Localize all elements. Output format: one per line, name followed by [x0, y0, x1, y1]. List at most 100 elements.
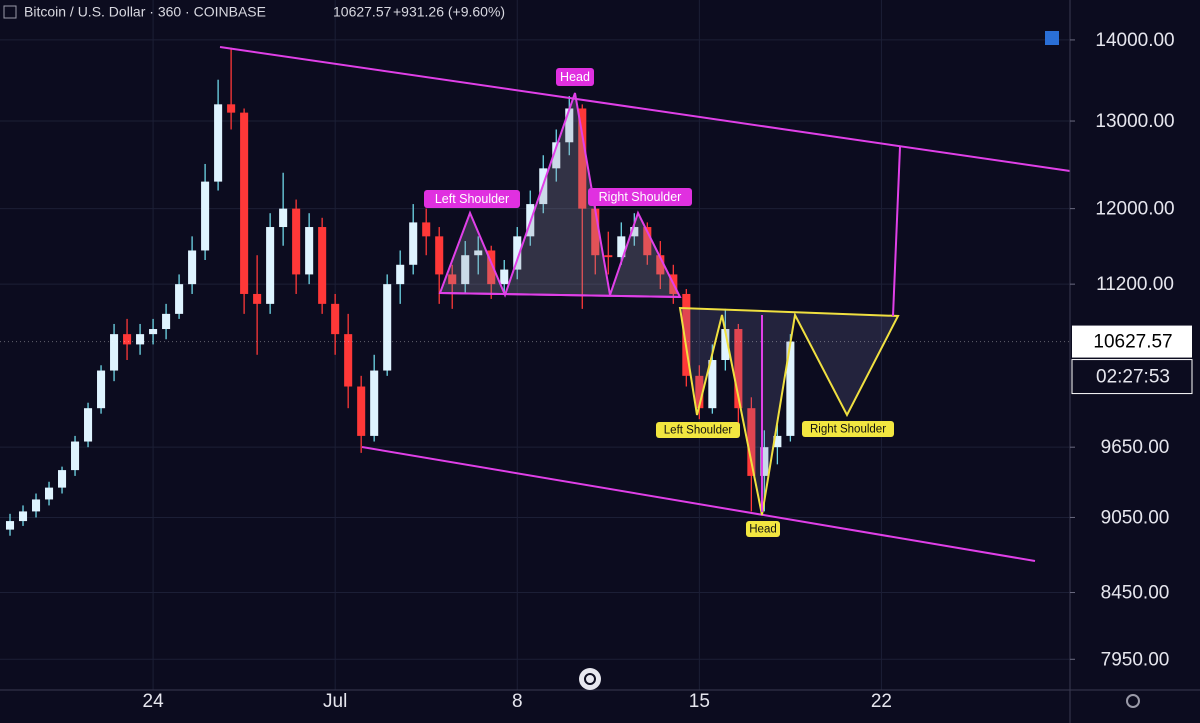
candle-body: [45, 487, 54, 500]
annotation: Head: [560, 70, 590, 84]
candle-body: [630, 227, 639, 237]
label-box: [424, 190, 520, 208]
candle-body: [162, 313, 171, 330]
x-tick-label: Jul: [323, 691, 347, 712]
x-tick-label: 15: [689, 691, 710, 712]
candle-body: [513, 236, 522, 270]
y-tick-label: 9650.00: [1101, 437, 1170, 458]
candle-body: [448, 274, 457, 285]
y-axis: 14000.00 13000.00 12000.00 11200.00 9650.00 9…: [0, 30, 1193, 670]
candle-body: [643, 227, 652, 256]
y-tick-label: 9050.00: [1101, 507, 1170, 528]
label-box: [588, 188, 692, 206]
y-tick-label: 14000.00: [1095, 30, 1174, 51]
hs-neckline: [439, 292, 681, 298]
candle-body: [175, 284, 184, 314]
y-tick-label: 11200.00: [1096, 274, 1174, 295]
drawings: [219, 46, 1071, 562]
label-box: [802, 421, 894, 437]
scale-button[interactable]: [1045, 31, 1059, 45]
ihs-pattern: [678, 306, 900, 516]
candle-body: [500, 269, 509, 285]
candle-body: [487, 250, 496, 285]
candle-body: [266, 227, 275, 304]
candles: [5, 47, 795, 536]
candle-body: [370, 370, 379, 436]
candle-body: [773, 435, 782, 448]
replay-button[interactable]: [579, 668, 601, 690]
annotation: Left Shoulder: [664, 425, 733, 437]
candle-body: [695, 375, 704, 409]
channel-top: [219, 46, 1071, 172]
candle-body: [318, 227, 327, 304]
candle-body: [734, 329, 743, 409]
x-tick-label: 24: [143, 691, 165, 712]
candle-body: [292, 208, 301, 275]
annotation: Right Shoulder: [810, 424, 886, 436]
candle-body: [604, 255, 613, 258]
candle-body: [617, 236, 626, 258]
header-change: +931.26 (+9.60%): [393, 4, 505, 20]
candle-body: [786, 341, 795, 436]
y-tick-label: 8450.00: [1101, 583, 1170, 604]
candle-body: [84, 408, 93, 442]
x-axis: 24 Jul 8 15 22: [143, 691, 892, 712]
x-tick-label: 8: [512, 691, 523, 712]
candle-body: [396, 264, 405, 285]
candle-body: [31, 499, 41, 512]
candle-body: [97, 370, 106, 409]
candle-body: [240, 112, 249, 294]
target-projection: [892, 146, 901, 317]
header: Bitcoin / U.S. Dollar · 360 · COINBASE 1…: [3, 4, 505, 20]
candle-body: [5, 521, 15, 530]
candle-body: [409, 222, 418, 265]
candle-body: [656, 255, 665, 275]
header-price: 10627.57: [333, 4, 392, 20]
candle-body: [331, 303, 340, 335]
candle-body: [149, 329, 158, 335]
candle-body: [435, 236, 444, 275]
candle-body: [253, 293, 262, 304]
label-box: [746, 521, 780, 537]
candle-body: [461, 255, 470, 285]
last-price-box: [1072, 325, 1192, 358]
x-tick-label: 22: [871, 691, 892, 712]
candle-body: [552, 142, 561, 169]
label-box: [656, 422, 740, 438]
grid: [0, 0, 1070, 690]
y-tick-label: 7950.00: [1101, 649, 1170, 670]
candle-body: [305, 227, 314, 275]
settings-button[interactable]: [1126, 694, 1140, 708]
annotation: Head: [749, 524, 777, 536]
candle-body: [591, 208, 600, 256]
candle-body: [682, 293, 691, 376]
annotation: Left Shoulder: [435, 192, 509, 206]
candle-body: [71, 441, 80, 471]
y-tick-label: 12000.00: [1095, 199, 1174, 220]
candle-body: [383, 284, 392, 371]
candle-body: [201, 181, 210, 251]
candle-body: [565, 108, 574, 143]
y-tick-label: 13000.00: [1095, 111, 1174, 132]
candle-body: [422, 222, 431, 237]
symbol-title: Bitcoin / U.S. Dollar · 360 · COINBASE: [24, 4, 266, 20]
candle-body: [18, 511, 28, 522]
candle-body: [279, 208, 288, 228]
candle-body: [110, 334, 119, 371]
countdown-box: [1071, 359, 1193, 395]
candle-body: [344, 334, 353, 387]
channel-bottom: [361, 446, 1036, 562]
candle-body: [123, 334, 132, 345]
candle-body: [474, 250, 483, 256]
candle-body: [227, 104, 236, 113]
annotation-labels: Left Shoulder Head Right Shoulder Left S…: [424, 68, 894, 537]
label-box: [556, 68, 594, 86]
candle-body: [708, 360, 717, 409]
candle-body: [578, 108, 587, 209]
candle-body: [214, 104, 223, 182]
menu-icon[interactable]: [3, 5, 17, 19]
candle-body: [58, 470, 67, 488]
candle-body: [188, 250, 197, 285]
